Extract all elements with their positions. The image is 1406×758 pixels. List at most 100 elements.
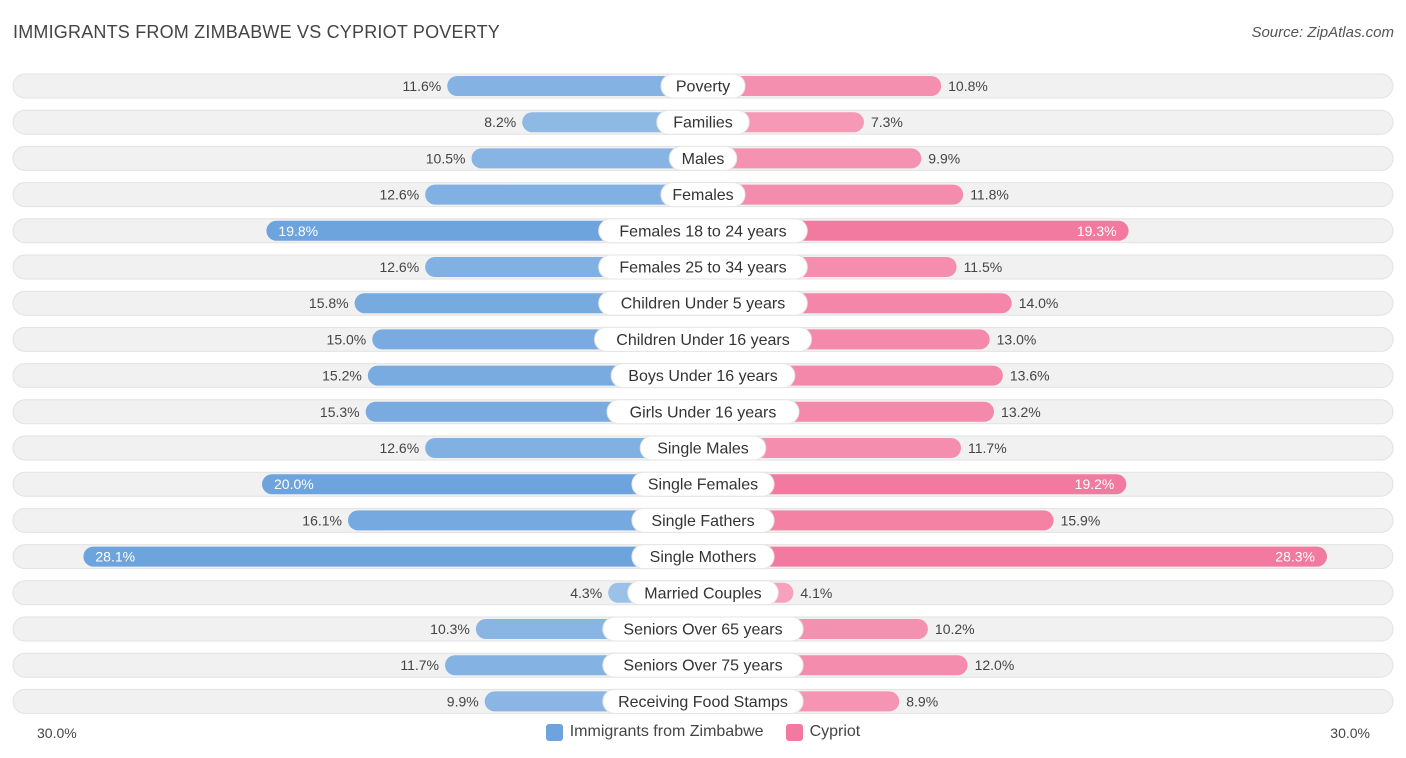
value-label-right: 13.2%	[1001, 404, 1041, 420]
category-pill	[660, 73, 746, 99]
value-label-left: 10.3%	[430, 621, 470, 637]
category-label: Poverty	[676, 79, 730, 96]
category-pill	[639, 435, 767, 461]
category-pill	[602, 616, 804, 642]
value-label-right: 4.1%	[800, 585, 832, 601]
value-label-left: 16.1%	[302, 512, 342, 528]
axis-left-label: 30.0%	[37, 725, 77, 741]
bar-right	[703, 546, 1328, 567]
legend-item-right[interactable]: Cypriot	[785, 723, 861, 741]
value-label-right: 11.5%	[964, 259, 1003, 275]
category-pill	[606, 399, 800, 425]
value-label-left: 28.1%	[95, 549, 135, 565]
bar-left	[347, 510, 703, 531]
value-label-right: 10.2%	[935, 621, 975, 637]
legend: Immigrants from Zimbabwe Cypriot	[0, 723, 1406, 741]
category-label: Females 18 to 24 years	[619, 223, 786, 240]
value-label-right: 13.0%	[997, 331, 1037, 347]
bar-right	[703, 184, 964, 205]
value-label-left: 12.6%	[379, 259, 419, 275]
value-label-right: 10.8%	[948, 78, 988, 94]
chart-title: IMMIGRANTS FROM ZIMBABWE VS CYPRIOT POVE…	[13, 22, 500, 42]
value-label-right: 11.8%	[970, 187, 1009, 203]
category-pill	[598, 290, 808, 316]
category-label: Single Mothers	[650, 549, 757, 566]
bar-right	[703, 438, 961, 458]
bar-left	[471, 148, 703, 169]
value-label-left: 12.6%	[379, 187, 419, 203]
value-label-right: 14.0%	[1019, 295, 1059, 311]
bar-left	[83, 546, 703, 567]
category-label: Families	[673, 115, 733, 132]
bar-left	[425, 184, 703, 205]
value-label-left: 19.8%	[278, 223, 318, 239]
legend-swatch-left	[545, 723, 563, 741]
value-label-right: 13.6%	[1010, 368, 1050, 384]
legend-item-left[interactable]: Immigrants from Zimbabwe	[545, 723, 764, 741]
category-pill	[627, 580, 779, 606]
value-label-right: 7.3%	[871, 114, 903, 130]
category-label: Single Males	[657, 441, 749, 458]
bar-right	[703, 474, 1127, 495]
chart-source: Source: ZipAtlas.com	[1251, 24, 1394, 41]
legend-label-right: Cypriot	[809, 723, 861, 740]
category-label: Boys Under 16 years	[628, 368, 777, 385]
value-label-left: 10.5%	[426, 150, 466, 166]
value-label-left: 15.0%	[327, 331, 367, 347]
category-pill	[602, 688, 804, 714]
value-label-left: 4.3%	[570, 585, 602, 601]
category-label: Seniors Over 65 years	[623, 622, 782, 639]
category-label: Girls Under 16 years	[630, 404, 777, 421]
category-pill	[598, 218, 808, 244]
bar-right	[703, 76, 942, 96]
value-label-left: 15.3%	[320, 404, 360, 420]
value-label-left: 11.6%	[403, 78, 442, 94]
category-pill	[594, 326, 812, 352]
bar-right	[703, 510, 1054, 531]
value-label-left: 15.2%	[322, 368, 362, 384]
legend-label-left: Immigrants from Zimbabwe	[569, 723, 764, 740]
bar-right	[703, 220, 1129, 241]
category-pill	[631, 471, 775, 497]
category-label: Single Females	[648, 477, 758, 494]
category-pill	[631, 544, 775, 570]
value-label-left: 8.2%	[484, 114, 516, 130]
category-label: Males	[682, 151, 725, 168]
category-label: Married Couples	[644, 585, 761, 602]
bar-left	[262, 474, 703, 495]
value-label-right: 15.9%	[1061, 512, 1101, 528]
bar-right	[703, 148, 922, 169]
value-label-right: 28.3%	[1275, 549, 1315, 565]
category-label: Children Under 5 years	[621, 296, 786, 313]
legend-swatch-right	[785, 723, 803, 741]
category-pill	[656, 109, 750, 135]
category-label: Females	[672, 187, 733, 204]
value-label-left: 20.0%	[274, 476, 314, 492]
category-label: Females 25 to 34 years	[619, 260, 786, 277]
value-label-right: 19.3%	[1077, 223, 1117, 239]
value-label-left: 9.9%	[447, 693, 479, 709]
value-label-right: 12.0%	[975, 657, 1015, 673]
category-pill	[660, 182, 746, 208]
axis-right-label: 30.0%	[1330, 725, 1370, 741]
category-label: Single Fathers	[651, 513, 754, 530]
value-label-left: 15.8%	[309, 295, 349, 311]
value-label-left: 12.6%	[379, 440, 419, 456]
category-pill	[631, 507, 775, 533]
bar-left	[266, 220, 703, 241]
category-label: Receiving Food Stamps	[618, 694, 788, 711]
category-label: Children Under 16 years	[616, 332, 789, 349]
value-label-left: 11.7%	[400, 657, 439, 673]
category-pill	[610, 363, 796, 389]
category-pill	[598, 254, 808, 280]
value-label-right: 9.9%	[928, 150, 960, 166]
bar-left	[447, 76, 703, 96]
category-pill	[668, 145, 738, 171]
bar-left	[425, 438, 703, 458]
value-label-right: 19.2%	[1075, 476, 1115, 492]
value-label-right: 8.9%	[906, 693, 938, 709]
category-pill	[602, 652, 804, 678]
value-label-right: 11.7%	[968, 440, 1007, 456]
category-label: Seniors Over 75 years	[623, 658, 782, 675]
